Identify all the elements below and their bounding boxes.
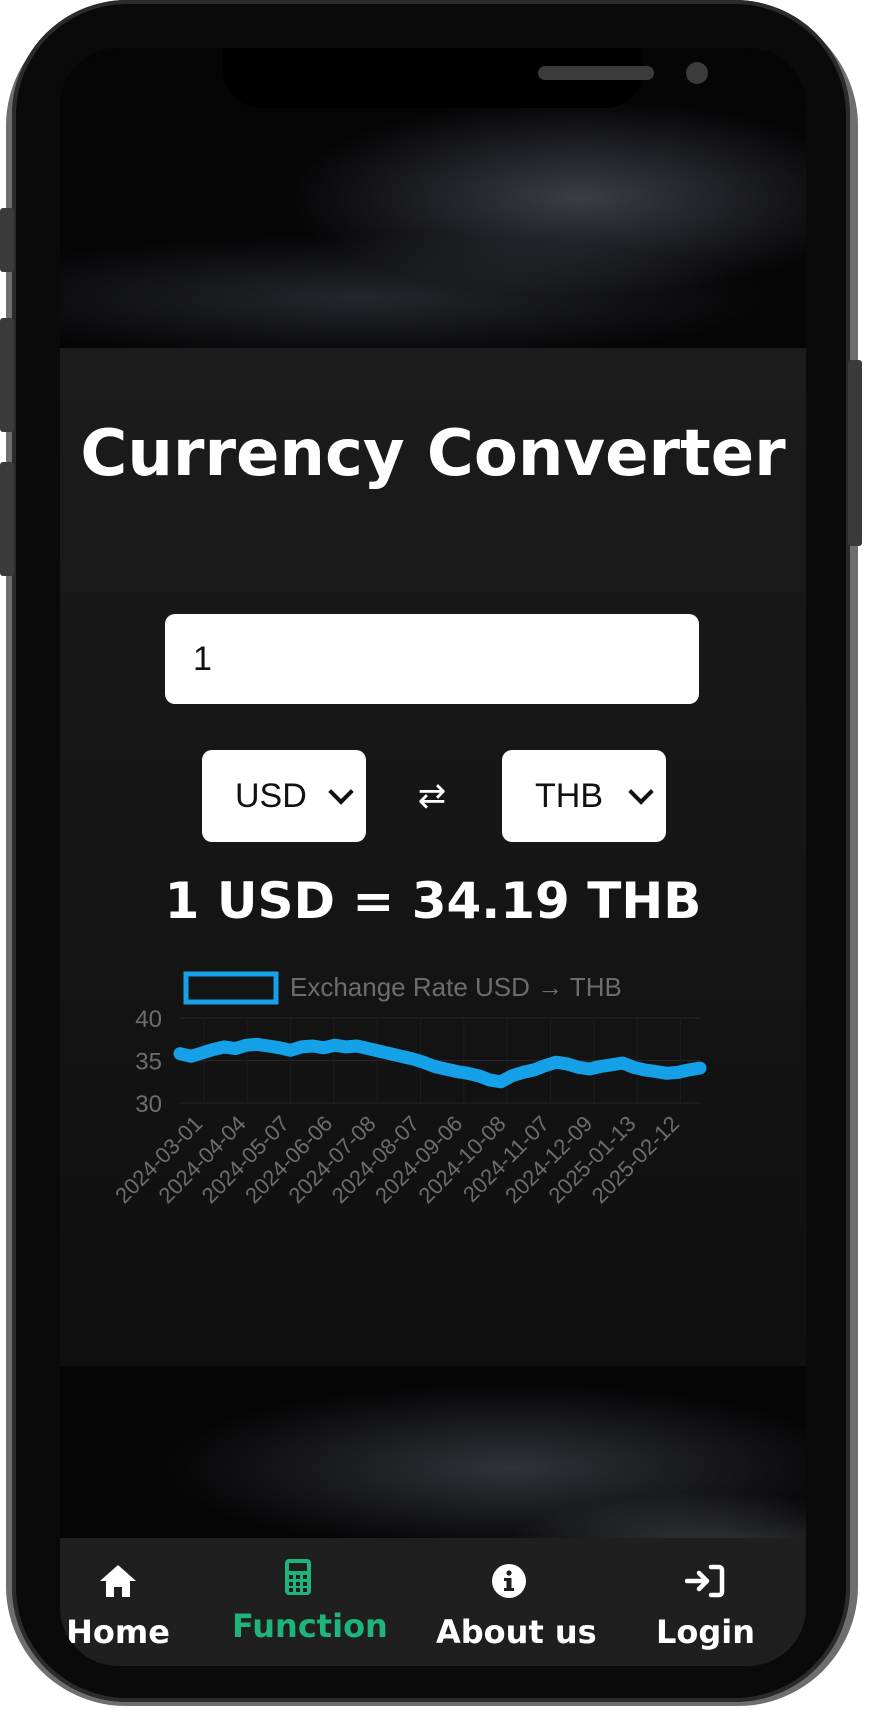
- page-title: Currency Converter: [80, 417, 786, 491]
- nav-item-home[interactable]: Home: [60, 1538, 176, 1666]
- y-tick-label: 40: [135, 1006, 162, 1033]
- bottom-nav: Home Function About us Login: [60, 1538, 806, 1666]
- amount-input[interactable]: [165, 614, 699, 704]
- legend-swatch: [183, 971, 279, 1005]
- info-icon: [436, 1558, 582, 1604]
- exchange-rate-chart: Exchange Rate USD → THB 40 35 30 2024-03-0…: [110, 971, 707, 1208]
- side-button-volume-down: [0, 462, 14, 576]
- to-currency-value: THB: [535, 776, 603, 815]
- front-camera: [686, 62, 708, 84]
- nav-item-about-us[interactable]: About us: [436, 1538, 597, 1666]
- speaker-grille: [538, 66, 654, 80]
- nav-item-function[interactable]: Function: [232, 1538, 388, 1666]
- nav-label-function: Function: [232, 1607, 388, 1645]
- y-tick-label: 35: [135, 1049, 162, 1076]
- y-axis-ticks: 40 35 30: [135, 1006, 162, 1118]
- swap-icon[interactable]: ⇄: [417, 776, 447, 816]
- chart-series: [173, 1037, 707, 1089]
- from-currency-value: USD: [235, 776, 307, 815]
- home-icon: [60, 1558, 176, 1604]
- conversion-result: 1 USD = 34.19 THB: [164, 872, 702, 930]
- legend-label: Exchange Rate USD → THB: [290, 972, 622, 1002]
- from-currency-select[interactable]: USD: [202, 750, 366, 842]
- side-button-volume-up: [0, 318, 14, 432]
- converter-card: Currency Converter USD ⇄ THB 1 USD = 34.…: [60, 348, 806, 1366]
- login-icon: [650, 1558, 760, 1604]
- series-line: [173, 1037, 707, 1089]
- nav-label-login: Login: [656, 1613, 756, 1651]
- nav-label-home: Home: [66, 1613, 170, 1651]
- x-axis-ticks: 2024-03-012024-04-042024-05-072024-06-06…: [110, 1111, 684, 1208]
- side-button-mute: [0, 208, 14, 272]
- calculator-icon: [232, 1554, 364, 1600]
- chevron-down-icon: [628, 779, 654, 805]
- to-currency-select[interactable]: THB: [502, 750, 666, 842]
- phone-notch: [223, 48, 708, 108]
- phone-screen: Currency Converter USD ⇄ THB 1 USD = 34.…: [60, 48, 806, 1666]
- nav-label-about-us: About us: [436, 1613, 597, 1651]
- side-button-power: [848, 360, 862, 546]
- chevron-down-icon: [328, 779, 354, 805]
- nav-item-login[interactable]: Login: [650, 1538, 760, 1666]
- y-tick-label: 30: [135, 1091, 162, 1118]
